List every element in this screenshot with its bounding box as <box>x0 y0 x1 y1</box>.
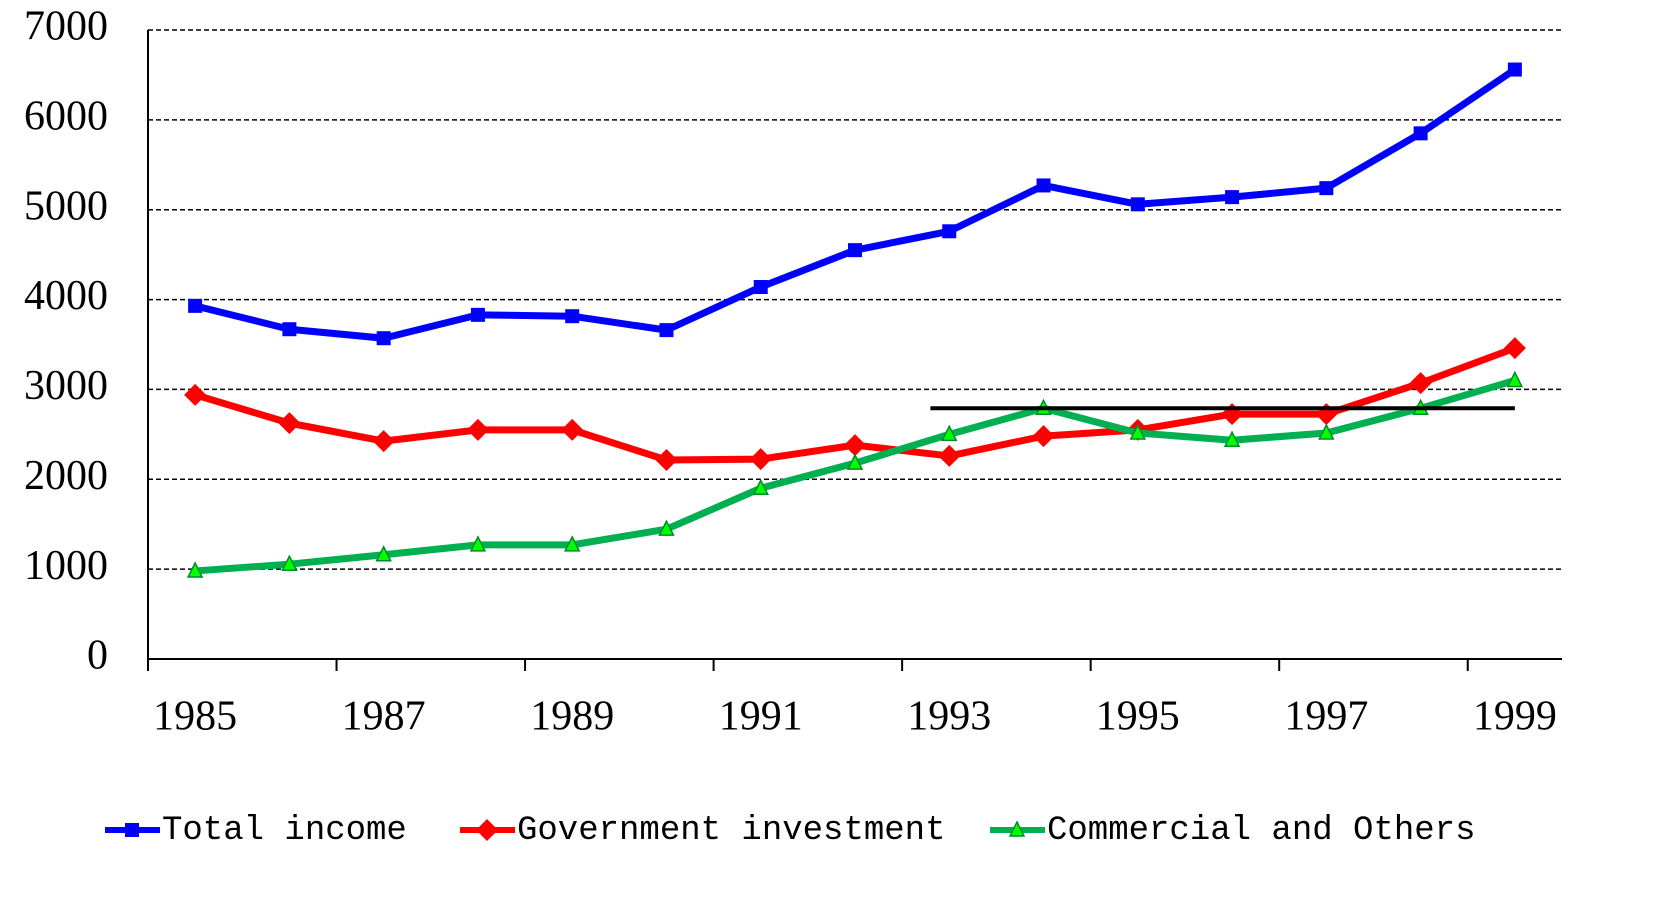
legend-item: Government investment <box>460 812 945 850</box>
marker <box>753 279 768 294</box>
marker <box>1413 126 1428 141</box>
legend-label: Total income <box>162 812 407 850</box>
marker <box>282 322 297 337</box>
y-tick-label: 6000 <box>24 93 108 139</box>
marker <box>561 418 584 441</box>
y-tick-label: 1000 <box>24 543 108 589</box>
marker <box>125 823 139 837</box>
marker <box>376 331 391 346</box>
y-tick-label: 0 <box>87 633 108 679</box>
marker <box>1223 430 1241 447</box>
y-tick-label: 3000 <box>24 363 108 409</box>
marker <box>1506 370 1524 388</box>
marker <box>375 545 392 562</box>
x-tick-label: 1991 <box>719 694 803 740</box>
marker <box>655 448 678 471</box>
marker <box>848 243 862 258</box>
marker <box>844 434 866 457</box>
series-line <box>194 66 1517 342</box>
marker <box>1503 337 1526 360</box>
y-tick-label: 4000 <box>24 273 108 319</box>
marker <box>942 224 957 239</box>
x-tick-label: 1985 <box>153 694 237 740</box>
x-tick-label: 1995 <box>1096 694 1180 740</box>
marker <box>188 298 203 313</box>
x-tick-label: 1987 <box>342 694 426 740</box>
marker <box>469 535 487 552</box>
marker <box>938 444 961 467</box>
marker <box>1130 197 1145 212</box>
legend-item: Commercial and Others <box>990 812 1475 850</box>
marker <box>1409 372 1432 395</box>
marker <box>752 478 769 496</box>
marker <box>563 535 581 552</box>
marker <box>749 448 772 471</box>
marker <box>658 519 675 536</box>
marker <box>466 418 489 441</box>
marker <box>278 412 301 435</box>
marker <box>1318 423 1335 440</box>
y-tick-label: 2000 <box>24 453 108 499</box>
marker <box>659 323 674 338</box>
legend-label: Commercial and Others <box>1047 812 1475 850</box>
x-tick-label: 1993 <box>907 694 991 740</box>
x-tick-label: 1999 <box>1473 694 1557 740</box>
marker <box>941 424 958 442</box>
marker <box>1225 190 1240 205</box>
marker <box>281 554 298 571</box>
legend-label: Government investment <box>517 812 945 850</box>
marker <box>372 430 395 453</box>
y-tick-label: 5000 <box>24 183 108 229</box>
marker <box>1129 423 1147 440</box>
marker <box>1319 181 1334 196</box>
marker <box>1032 425 1055 448</box>
marker <box>186 561 204 578</box>
x-tick-label: 1997 <box>1284 694 1368 740</box>
marker <box>565 309 580 324</box>
marker <box>470 307 485 322</box>
marker <box>1507 62 1522 77</box>
marker <box>476 819 498 841</box>
marker <box>1008 820 1026 837</box>
marker <box>846 453 864 470</box>
marker <box>1036 178 1051 193</box>
marker <box>184 383 207 406</box>
legend-item: Total income <box>105 812 407 850</box>
y-tick-label: 7000 <box>24 4 108 50</box>
x-tick-label: 1989 <box>530 694 614 740</box>
